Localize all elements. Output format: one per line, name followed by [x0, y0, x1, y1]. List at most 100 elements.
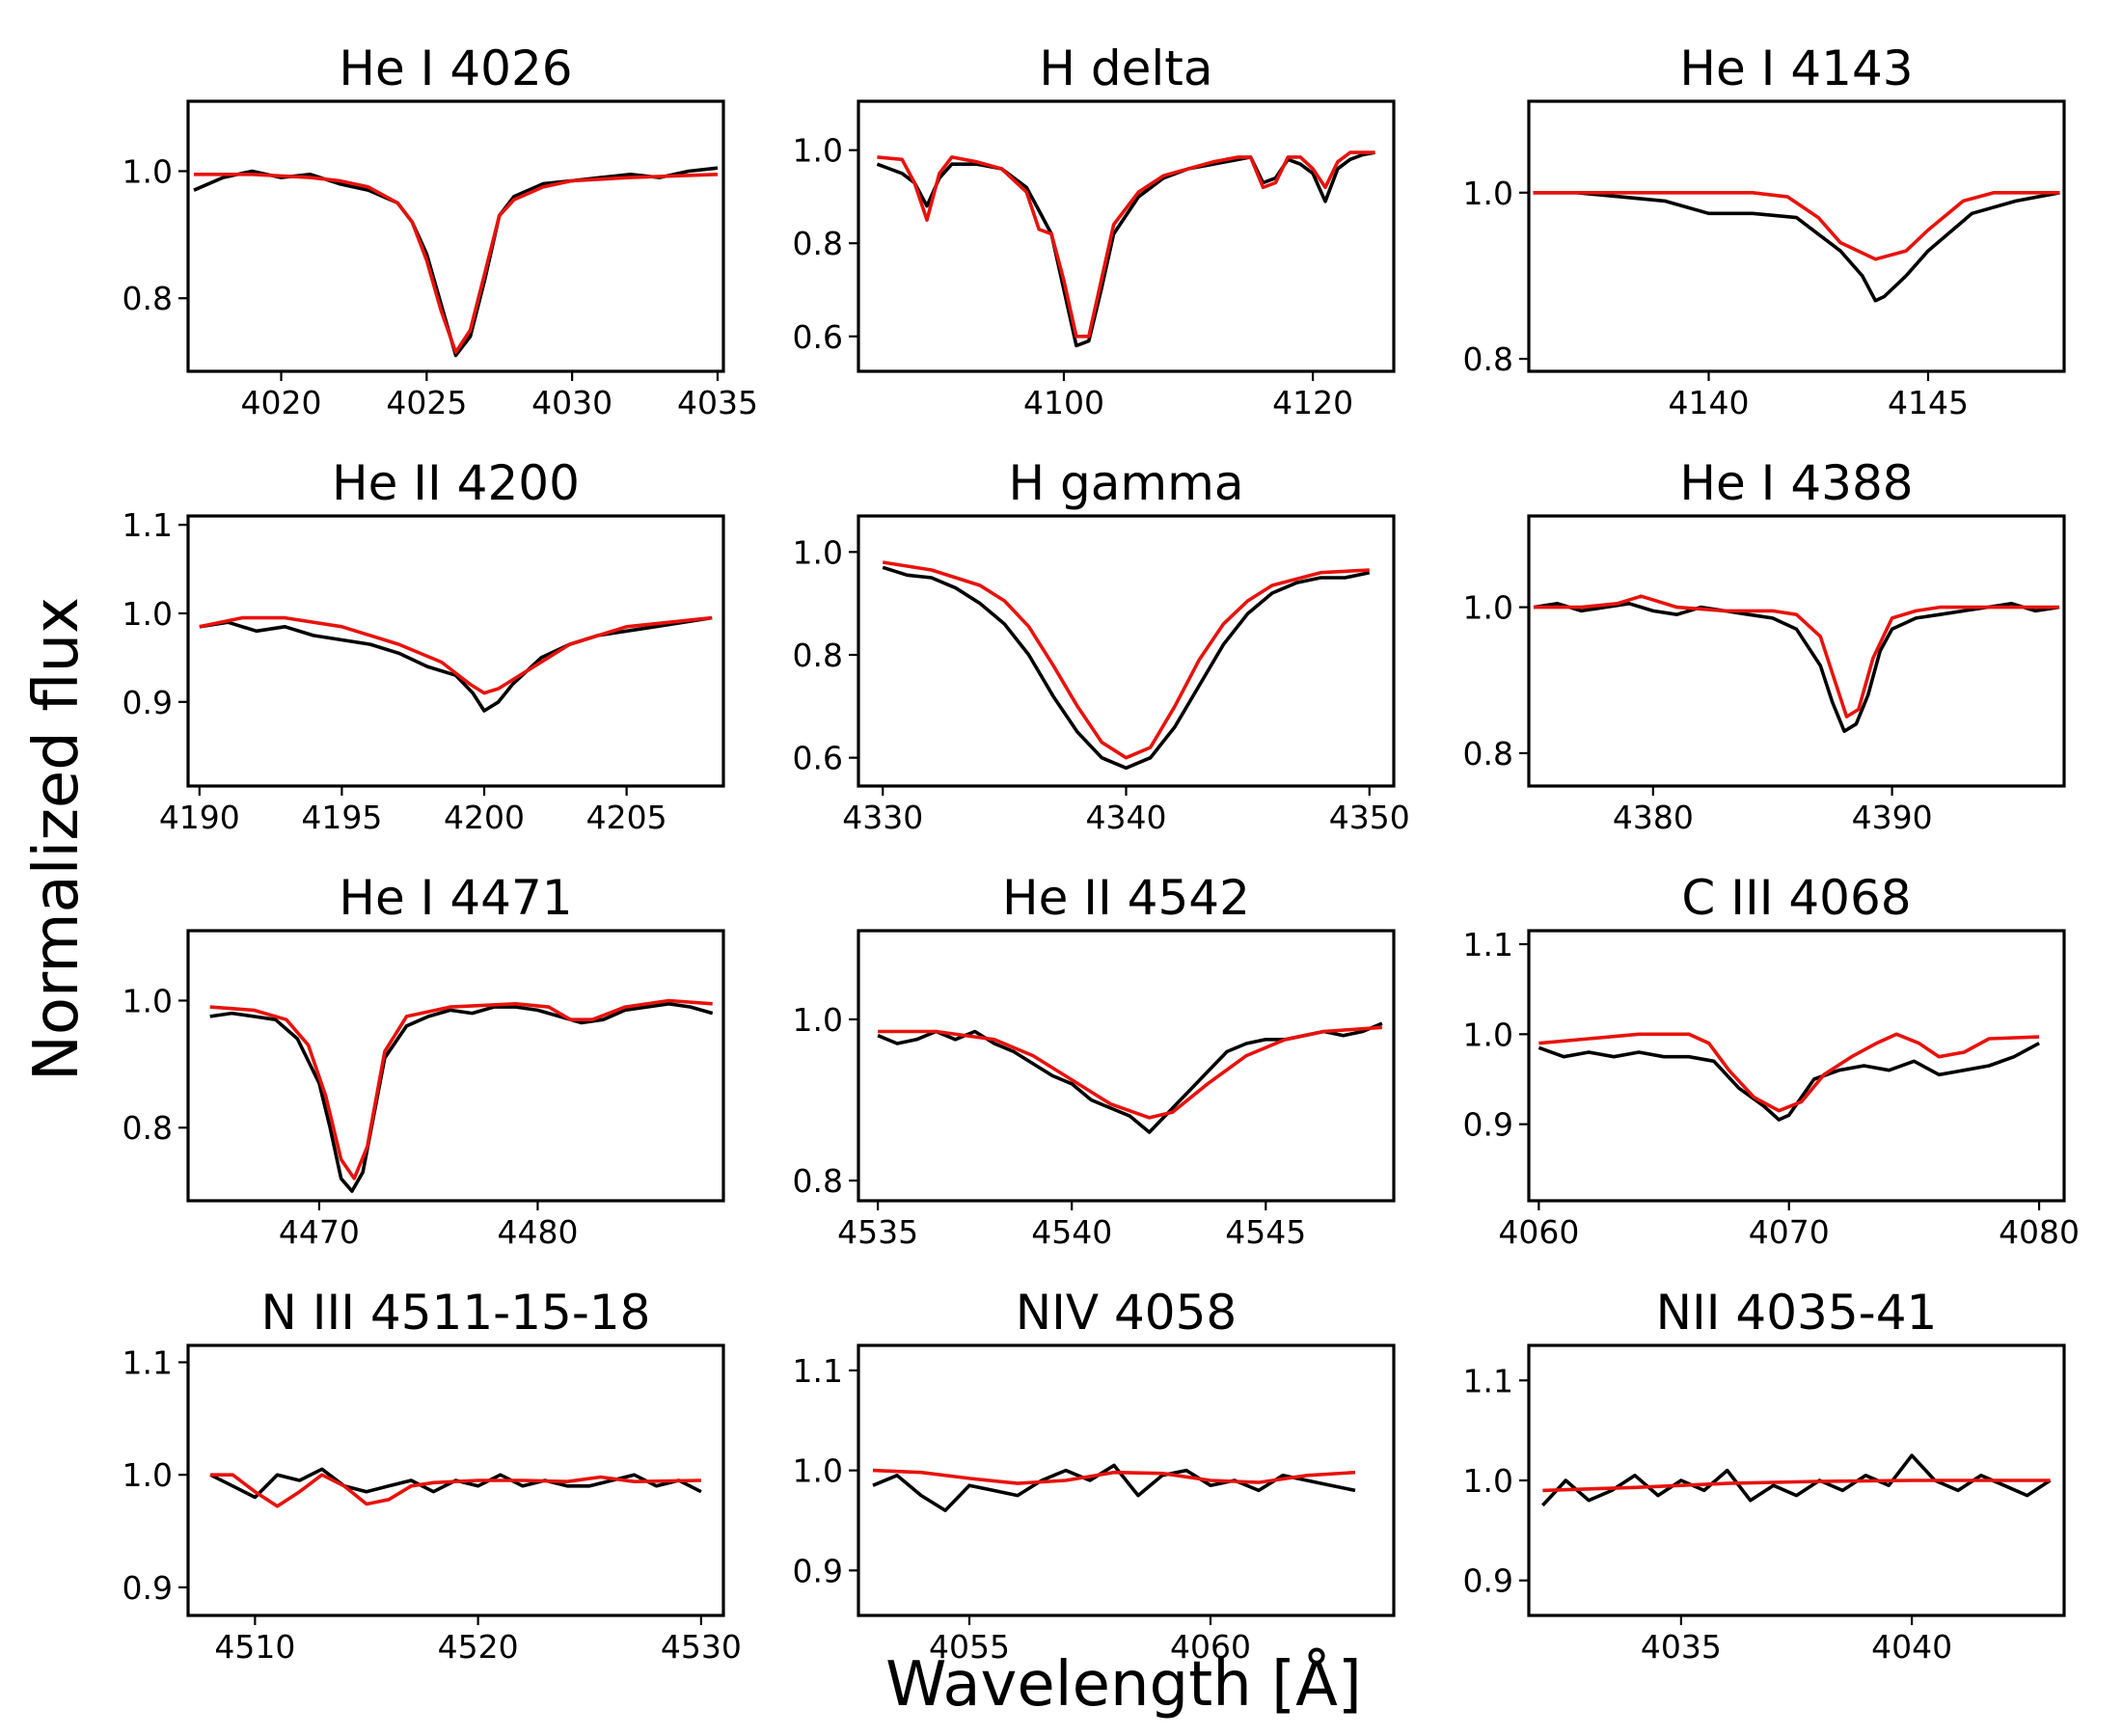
- y-tick-label: 0.9: [122, 1569, 173, 1607]
- x-tick-label: 4190: [159, 799, 240, 836]
- y-tick-label: 1.1: [793, 1352, 843, 1390]
- y-tick-label: 1.0: [122, 595, 173, 633]
- x-tick-label: 4120: [1272, 384, 1353, 421]
- x-tick-label: 4060: [1498, 1213, 1579, 1251]
- observed-spectrum-line: [876, 150, 1375, 348]
- model-fit-line: [210, 1473, 701, 1508]
- panel-7: 4470 4480 0.8 1.0 He I 4471: [122, 870, 725, 1251]
- panel-9: 4060 4070 4080 0.9 1.0 1.1 C III 4068: [1463, 870, 2081, 1251]
- model-fit-line: [209, 998, 713, 1180]
- observed-spectrum-line: [199, 615, 713, 713]
- y-tick-label: 1.0: [793, 1452, 843, 1490]
- panel-3: 4140 4145 0.8 1.0 He I 4143: [1463, 41, 2066, 421]
- y-tick-label: 0.8: [1463, 340, 1513, 378]
- y-tick-label: 0.8: [122, 280, 173, 317]
- x-tick-label: 4530: [661, 1628, 742, 1666]
- observed-spectrum-line: [1533, 191, 2060, 303]
- plot-frame: [1527, 514, 2066, 788]
- panel-title: C III 4068: [1681, 870, 1911, 926]
- observed-spectrum-line: [209, 1002, 714, 1193]
- x-tick-label: 4470: [279, 1213, 360, 1251]
- panel-title: He II 4200: [332, 455, 580, 511]
- observed-spectrum-line: [882, 565, 1371, 771]
- panel-5: 4330 4340 4350 0.6 0.8 1.0 H gamma: [793, 455, 1410, 836]
- y-tick-label: 1.1: [1463, 1362, 1513, 1399]
- observed-spectrum-line: [1541, 1453, 2052, 1507]
- plot-frame: [186, 514, 725, 788]
- panel-title: He I 4471: [339, 870, 572, 926]
- y-tick-label: 1.0: [793, 533, 843, 571]
- y-tick-label: 0.9: [122, 684, 173, 721]
- model-fit-line: [199, 615, 713, 695]
- y-tick-label: 0.8: [793, 1162, 843, 1200]
- panel-grid: 4020 4025 4030 4035 0.8 1.0 He I 4026 4100 4120 0…: [122, 41, 2081, 1666]
- y-tick-label: 1.1: [122, 506, 173, 544]
- x-tick-label: 4535: [837, 1213, 918, 1251]
- panel-2: 4100 4120 0.6 0.8 1.0 H delta: [793, 41, 1396, 421]
- x-tick-label: 4140: [1669, 384, 1750, 421]
- panel-title: He I 4388: [1679, 455, 1913, 511]
- plot-frame: [186, 1343, 725, 1617]
- x-tick-label: 4100: [1023, 384, 1104, 421]
- model-fit-line: [1533, 191, 2060, 261]
- plot-frame: [857, 99, 1396, 373]
- panel-12: 4035 4040 0.9 1.0 1.1 NII 4035-41: [1463, 1285, 2066, 1666]
- y-tick-label: 1.0: [1463, 589, 1513, 627]
- x-tick-label: 4145: [1888, 384, 1969, 421]
- y-tick-label: 1.0: [793, 1001, 843, 1039]
- x-tick-label: 4035: [677, 384, 758, 421]
- x-tick-label: 4380: [1613, 799, 1694, 836]
- model-fit-line: [194, 173, 719, 355]
- plot-frame: [1527, 99, 2066, 373]
- plot-frame: [857, 929, 1396, 1203]
- x-tick-label: 4080: [1999, 1213, 2080, 1251]
- panel-8: 4535 4540 4545 0.8 1.0 He II 4542: [793, 870, 1396, 1251]
- y-tick-label: 1.0: [793, 132, 843, 170]
- y-tick-label: 1.1: [122, 1344, 173, 1382]
- plot-frame: [186, 929, 725, 1203]
- panel-title: NII 4035-41: [1656, 1285, 1938, 1341]
- x-tick-label: 4390: [1852, 799, 1933, 836]
- x-tick-label: 4340: [1086, 799, 1167, 836]
- y-tick-label: 1.1: [1463, 926, 1513, 963]
- panel-10: 4510 4520 4530 0.9 1.0 1.1 N III 4511-15-18: [122, 1285, 742, 1666]
- plot-frame: [186, 99, 725, 373]
- observed-spectrum-line: [1537, 1042, 2040, 1122]
- y-tick-label: 1.0: [1463, 175, 1513, 212]
- model-fit-line: [1534, 594, 2059, 719]
- model-fit-line: [1538, 1032, 2040, 1113]
- model-fit-line: [1542, 1478, 2051, 1493]
- x-tick-label: 4070: [1749, 1213, 1830, 1251]
- observed-spectrum-line: [1533, 601, 2060, 734]
- model-fit-line: [872, 1468, 1356, 1485]
- model-fit-line: [877, 150, 1375, 339]
- y-tick-label: 0.8: [793, 225, 843, 262]
- x-tick-label: 4205: [586, 799, 667, 836]
- y-tick-label: 0.9: [1463, 1106, 1513, 1144]
- x-tick-label: 4200: [444, 799, 525, 836]
- panel-11: 4055 4060 0.9 1.0 1.1 NIV 4058: [793, 1285, 1396, 1666]
- panel-title: NIV 4058: [1016, 1285, 1238, 1341]
- plot-frame: [1527, 929, 2066, 1203]
- x-tick-label: 4035: [1641, 1628, 1722, 1666]
- x-tick-label: 4040: [1871, 1628, 1952, 1666]
- x-axis-label: Wavelength [Å]: [885, 1647, 1362, 1721]
- panel-title: H delta: [1039, 41, 1212, 96]
- x-tick-label: 4350: [1329, 799, 1410, 836]
- x-tick-label: 4055: [929, 1628, 1010, 1666]
- plot-frame: [857, 1343, 1396, 1617]
- panel-title: H gamma: [1009, 455, 1244, 511]
- model-fit-line: [878, 1025, 1383, 1120]
- panel-4: 4190 4195 4200 4205 0.9 1.0 1.1 He II 4200: [122, 455, 725, 836]
- y-tick-label: 0.8: [122, 1109, 173, 1147]
- x-tick-label: 4330: [842, 799, 923, 836]
- panel-title: He I 4026: [339, 41, 572, 96]
- panel-title: He I 4143: [1679, 41, 1913, 96]
- model-fit-line: [882, 560, 1370, 760]
- y-tick-label: 0.8: [1463, 735, 1513, 773]
- panel-1: 4020 4025 4030 4035 0.8 1.0 He I 4026: [122, 41, 758, 421]
- y-tick-label: 0.6: [793, 318, 843, 356]
- x-tick-label: 4025: [386, 384, 467, 421]
